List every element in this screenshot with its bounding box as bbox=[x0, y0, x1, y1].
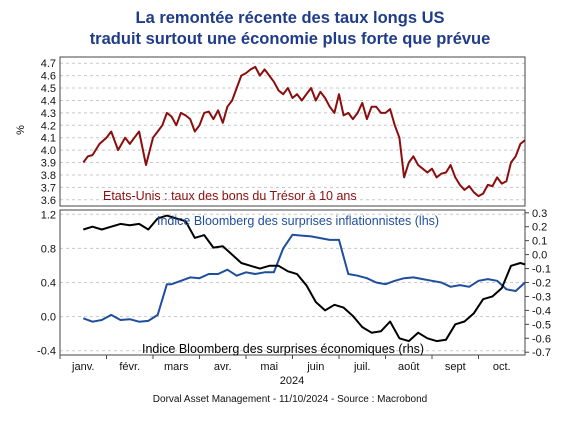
surprise-panel: -0.4 0.0 0.4 0.8 1.2 0.3 0.2 0.1 0.0 -0.1 -0.2-0.3… bbox=[37, 208, 551, 359]
treasury-y-tick-label: 3.7 bbox=[41, 182, 56, 194]
surprise-plot-frame bbox=[59, 209, 526, 356]
treasury-y-tick-label: 4.5 bbox=[41, 83, 56, 95]
treasury-y-axis-label: % bbox=[15, 125, 27, 135]
month-tick-label: juin bbox=[306, 361, 324, 373]
x-axis-year-label: 2024 bbox=[280, 375, 304, 387]
inflation-y-tick-label: 0.8 bbox=[41, 243, 56, 255]
economic-y-tick-label: -0.1 bbox=[532, 264, 551, 276]
month-tick-label: juil. bbox=[353, 361, 371, 373]
economic-y-tick-label: -0.6 bbox=[532, 333, 551, 345]
economic-y-tick-label: 0.0 bbox=[532, 250, 547, 262]
month-tick-label: févr. bbox=[119, 361, 140, 373]
treasury-y-tick-label: 4.2 bbox=[41, 120, 56, 132]
economic-y-tick-label: -0.4 bbox=[532, 305, 551, 317]
treasury-y-tick-label: 3.9 bbox=[41, 158, 56, 170]
treasury-plot-frame bbox=[59, 56, 526, 207]
economic-y-tick-label: 0.3 bbox=[532, 208, 547, 220]
economic-y-tick-label: -0.2 bbox=[532, 278, 551, 290]
month-tick-label: avr. bbox=[214, 361, 232, 373]
economic-y-tick-label: -0.5 bbox=[532, 319, 551, 331]
month-tick-label: mai bbox=[260, 361, 278, 373]
legend-economic-surprises: Indice Bloomberg des surprises économiqu… bbox=[142, 342, 424, 356]
inflation-y-tick-label: 1.2 bbox=[41, 209, 56, 221]
treasury-yield-line bbox=[82, 65, 526, 198]
month-tick-label: sept bbox=[445, 361, 466, 373]
month-tick-label: janv. bbox=[71, 361, 94, 373]
treasury-y-tick-label: 3.8 bbox=[41, 170, 56, 182]
inflation-y-tick-label: 0.4 bbox=[41, 278, 56, 290]
treasury-y-tick-label: 4.6 bbox=[41, 71, 56, 83]
inflation-y-tick-label: 0.0 bbox=[41, 312, 56, 324]
treasury-y-tick-label: 4.4 bbox=[41, 95, 56, 107]
month-tick-label: août bbox=[398, 361, 419, 373]
month-tick-label: mars bbox=[164, 361, 189, 373]
economic-y-tick-label: 0.2 bbox=[532, 222, 547, 234]
inflation-surprise-line bbox=[82, 233, 526, 323]
chart-title-line-2: traduit surtout une économie plus forte … bbox=[90, 30, 491, 48]
chart-title-line-1: La remontée récente des taux longs US bbox=[135, 9, 444, 27]
inflation-y-tick-label: -0.4 bbox=[37, 346, 56, 358]
month-tick-label: oct. bbox=[493, 361, 511, 373]
treasury-y-tick-label: 4.7 bbox=[41, 58, 56, 70]
legend-inflation-surprises: Indice Bloomberg des surprises inflation… bbox=[157, 214, 439, 228]
treasury-panel: 3.63.73.83.94.04.14.24.34.44.54.64.7 bbox=[41, 56, 526, 207]
treasury-y-tick-label: 4.0 bbox=[41, 145, 56, 157]
month-axis: janv. févr. mars avr. mai juin juil. août sept oc… bbox=[59, 355, 511, 373]
source-footer: Dorval Asset Management - 11/10/2024 - S… bbox=[153, 394, 427, 405]
economic-y-tick-label: -0.7 bbox=[532, 347, 551, 359]
treasury-y-tick-label: 4.3 bbox=[41, 108, 56, 120]
legend-treasury-yield: Etats-Unis : taux des bons du Trésor à 1… bbox=[103, 189, 357, 203]
economic-y-tick-label: 0.1 bbox=[532, 236, 547, 248]
treasury-y-tick-label: 3.6 bbox=[41, 195, 56, 207]
economic-y-tick-label: -0.3 bbox=[532, 291, 551, 303]
treasury-y-tick-label: 4.1 bbox=[41, 133, 56, 145]
economic-surprise-line bbox=[83, 214, 526, 343]
